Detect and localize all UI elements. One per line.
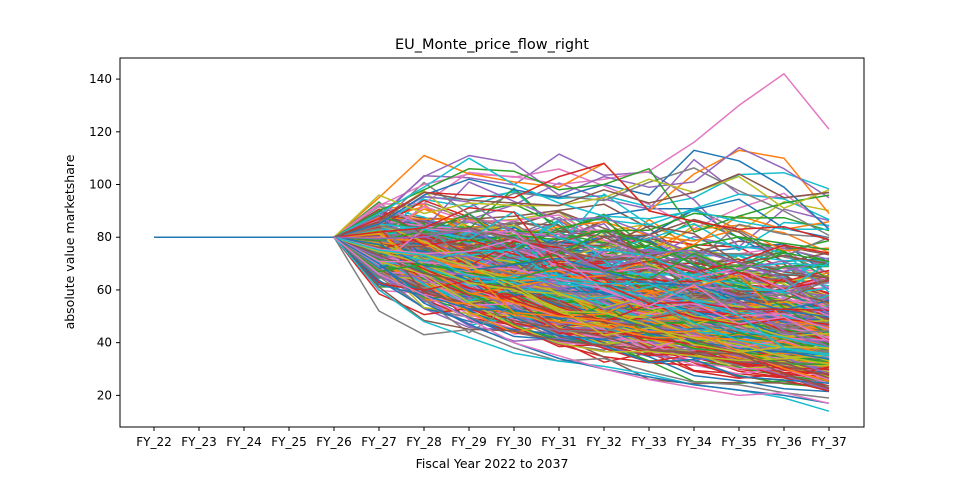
x-tick-label: FY_26 (316, 435, 352, 449)
chart-title: EU_Monte_price_flow_right (395, 37, 589, 53)
x-tick-label: FY_23 (181, 435, 217, 449)
x-tick-label: FY_36 (766, 435, 802, 449)
x-axis-label: Fiscal Year 2022 to 2037 (416, 456, 569, 471)
x-tick-label: FY_22 (136, 435, 172, 449)
x-tick-label: FY_24 (226, 435, 262, 449)
y-tick-label: 40 (97, 336, 112, 350)
x-tick-label: FY_29 (451, 435, 487, 449)
x-tick-label: FY_32 (586, 435, 622, 449)
series-group (154, 73, 830, 412)
x-tick-label: FY_35 (721, 435, 757, 449)
y-tick-label: 120 (89, 125, 112, 139)
x-tick-label: FY_37 (811, 435, 847, 449)
y-axis-label: absolute value marketshare (62, 154, 77, 329)
x-tick-label: FY_27 (361, 435, 397, 449)
x-tick-label: FY_34 (676, 435, 712, 449)
x-tick-label: FY_30 (496, 435, 532, 449)
x-tick-label: FY_31 (541, 435, 577, 449)
y-tick-label: 100 (89, 178, 112, 192)
x-tick-label: FY_28 (406, 435, 442, 449)
y-tick-label: 80 (97, 230, 112, 244)
y-tick-label: 20 (97, 388, 112, 402)
x-axis: FY_22 FY_23 FY_24 FY_25 FY_26 FY_27 FY_28 FY_29… (136, 427, 847, 449)
y-tick-label: 60 (97, 283, 112, 297)
x-tick-label: FY_33 (631, 435, 667, 449)
y-axis: 20 40 60 80 100 120 140 (89, 72, 120, 402)
plot-frame (119, 57, 865, 428)
x-tick-label: FY_25 (271, 435, 307, 449)
y-tick-label: 140 (89, 72, 112, 86)
